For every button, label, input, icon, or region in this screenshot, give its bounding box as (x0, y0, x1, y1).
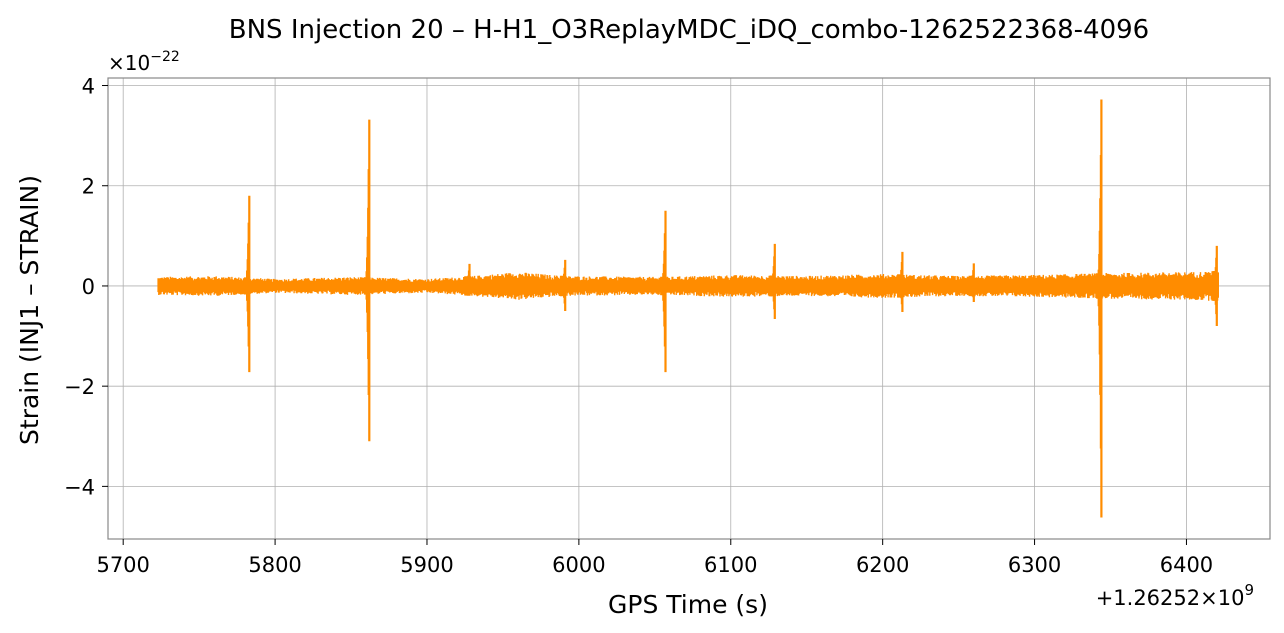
x-ticks: 5700 5800 5900 6000 6100 6200 6300 6400 (96, 539, 1213, 577)
strain-spike (363, 119, 371, 442)
y-tick-label: 4 (82, 75, 95, 99)
y-tick-label: 2 (82, 175, 95, 199)
y-multiplier: ×10−22 (108, 49, 180, 75)
plot-frame (107, 77, 1271, 540)
y-multiplier-base: ×10 (108, 51, 150, 75)
strain-spike (660, 210, 667, 373)
x-tick-label: 5700 (96, 553, 149, 577)
strain-spike (897, 251, 904, 312)
strain-spike (968, 263, 975, 302)
y-axis-label: Strain (INJ1 – STRAIN) (15, 175, 44, 445)
x-tick-label: 6300 (1008, 553, 1061, 577)
y-multiplier-exponent: −22 (150, 49, 180, 65)
x-tick-label: 6400 (1160, 553, 1213, 577)
x-tick-label: 6000 (552, 553, 605, 577)
y-tick-label: −2 (64, 375, 95, 399)
x-axis-label: GPS Time (s) (608, 590, 768, 619)
x-tick-label: 6100 (704, 553, 757, 577)
x-offset-label: +1.26252×109 (1096, 581, 1254, 610)
x-tick-label: 5800 (248, 553, 301, 577)
x-offset-base: +1.26252×10 (1096, 586, 1245, 610)
data-layer (157, 99, 1219, 518)
strain-spike (769, 243, 776, 319)
x-tick-label: 6200 (856, 553, 909, 577)
y-ticks: −4 −2 0 2 4 (64, 75, 108, 499)
y-tick-label: −4 (64, 475, 95, 499)
y-tick-label: 0 (82, 275, 95, 299)
strain-spike (464, 263, 471, 296)
x-tick-label: 5900 (400, 553, 453, 577)
strain-series (157, 99, 1219, 518)
strain-spike (1096, 99, 1103, 518)
chart-title: BNS Injection 20 – H-H1_O3ReplayMDC_iDQ_… (229, 15, 1149, 45)
strain-spike (1211, 245, 1218, 326)
x-offset-exponent: 9 (1244, 581, 1254, 599)
plot-area (108, 78, 1270, 539)
strain-spike (559, 259, 567, 311)
strain-spike (243, 195, 251, 373)
